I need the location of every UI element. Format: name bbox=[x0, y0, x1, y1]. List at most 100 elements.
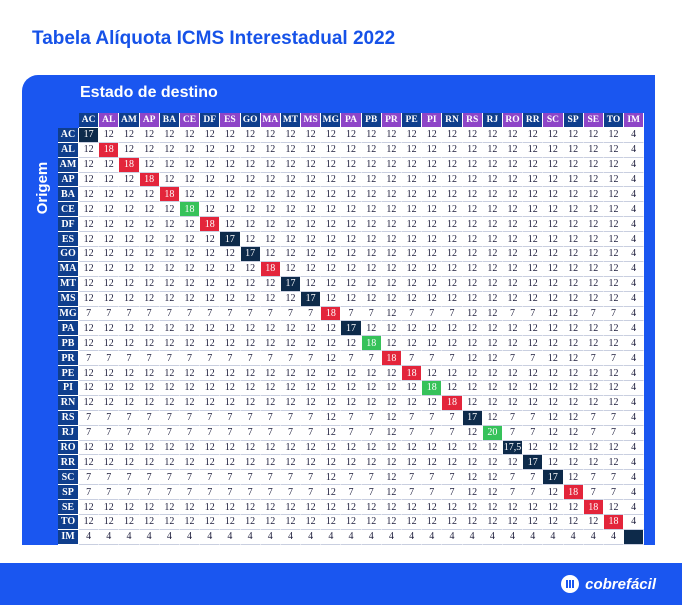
rate-cell: 12 bbox=[482, 187, 503, 203]
rate-cell: 12 bbox=[179, 232, 201, 248]
rate-cell: 12 bbox=[240, 232, 261, 248]
rate-cell: 12 bbox=[321, 515, 342, 530]
rate-cell: 12 bbox=[543, 172, 564, 188]
rate-cell: 7 bbox=[442, 485, 463, 501]
rate-cell: 12 bbox=[583, 172, 604, 188]
rate-cell: 12 bbox=[361, 321, 382, 337]
rate-cell: 12 bbox=[79, 455, 100, 471]
rate-cell: 12 bbox=[220, 440, 241, 456]
rate-cell: 12 bbox=[523, 217, 544, 233]
column-header-df: DF bbox=[200, 113, 221, 128]
rate-cell: 12 bbox=[462, 306, 483, 322]
rate-cell: 12 bbox=[119, 202, 140, 218]
rate-cell: 12 bbox=[563, 336, 584, 352]
rate-cell: 12 bbox=[482, 321, 503, 337]
rate-cell: 12 bbox=[603, 261, 625, 277]
row-header-am: AM bbox=[58, 157, 79, 173]
rate-cell: 12 bbox=[523, 291, 544, 307]
rate-cell: 12 bbox=[563, 515, 584, 530]
rate-cell: 12 bbox=[240, 291, 261, 307]
rate-cell: 12 bbox=[159, 336, 180, 352]
rate-cell: 12 bbox=[482, 395, 503, 411]
rate-cell: 12 bbox=[139, 500, 160, 516]
rate-cell: 12 bbox=[200, 440, 221, 456]
rate-cell: 12 bbox=[422, 217, 443, 233]
column-header-pr: PR bbox=[381, 113, 402, 128]
rate-cell: 12 bbox=[301, 395, 322, 411]
rate-cell: 7 bbox=[220, 351, 241, 367]
rate-cell: 12 bbox=[462, 142, 483, 158]
rate-cell: 12 bbox=[99, 366, 120, 382]
rate-cell: 12 bbox=[280, 232, 302, 248]
rate-cell: 12 bbox=[260, 440, 281, 456]
rate-cell: 12 bbox=[159, 232, 180, 248]
rate-cell: 7 bbox=[523, 306, 544, 322]
rate-cell: 12 bbox=[462, 500, 483, 516]
rate-cell: 7 bbox=[583, 425, 604, 441]
rate-cell: 12 bbox=[280, 366, 302, 382]
rate-cell: 12 bbox=[200, 336, 221, 352]
rate-cell: 12 bbox=[523, 321, 544, 337]
rate-cell: 12 bbox=[79, 172, 100, 188]
rate-cell: 12 bbox=[260, 366, 281, 382]
rate-cell: 12 bbox=[543, 142, 564, 158]
rate-cell: 12 bbox=[583, 395, 604, 411]
rate-cell: 12 bbox=[603, 381, 625, 396]
rate-cell: 12 bbox=[280, 381, 302, 396]
rate-cell: 12 bbox=[462, 157, 483, 173]
rate-cell: 7 bbox=[220, 410, 241, 426]
rate-cell: 12 bbox=[119, 321, 140, 337]
rate-cell: 17 bbox=[341, 321, 362, 337]
rate-cell: 12 bbox=[79, 202, 100, 218]
rate-cell: 12 bbox=[179, 381, 201, 396]
rate-cell: 12 bbox=[79, 515, 100, 530]
rate-cell: 7 bbox=[240, 306, 261, 322]
rate-cell: 12 bbox=[159, 261, 180, 277]
rate-cell: 12 bbox=[341, 247, 362, 262]
rate-cell: 12 bbox=[99, 232, 120, 248]
rate-cell: 12 bbox=[321, 261, 342, 277]
rate-cell: 12 bbox=[200, 291, 221, 307]
page-title: Tabela Alíquota ICMS Interestadual 2022 bbox=[32, 28, 396, 49]
rate-cell: 12 bbox=[159, 321, 180, 337]
rate-cell: 12 bbox=[361, 217, 382, 233]
rate-cell: 12 bbox=[341, 440, 362, 456]
rate-cell: 17 bbox=[301, 291, 322, 307]
rate-cell: 12 bbox=[543, 500, 564, 516]
rate-cell: 4 bbox=[624, 291, 645, 307]
rate-cell: 12 bbox=[523, 395, 544, 411]
rate-cell: 4 bbox=[99, 529, 120, 545]
rate-cell: 7 bbox=[119, 485, 140, 501]
rate-cell: 12 bbox=[563, 217, 584, 233]
rate-cell: 12 bbox=[361, 515, 382, 530]
rate-cell: 12 bbox=[139, 247, 160, 262]
rate-cell: 12 bbox=[402, 142, 423, 158]
column-header-al: AL bbox=[99, 113, 120, 128]
rate-cell: 12 bbox=[200, 187, 221, 203]
rate-cell: 12 bbox=[442, 336, 463, 352]
rate-cell: 12 bbox=[583, 232, 604, 248]
rate-cell: 12 bbox=[462, 276, 483, 292]
rate-cell: 7 bbox=[422, 470, 443, 486]
rate-cell: 7 bbox=[280, 425, 302, 441]
rate-cell: 12 bbox=[341, 395, 362, 411]
column-header-mt: MT bbox=[280, 113, 302, 128]
rate-cell: 12 bbox=[220, 187, 241, 203]
rate-cell: 12 bbox=[422, 515, 443, 530]
rate-cell: 12 bbox=[523, 247, 544, 262]
rate-cell: 12 bbox=[200, 455, 221, 471]
rate-cell: 12 bbox=[260, 515, 281, 530]
rate-cell: 12 bbox=[402, 157, 423, 173]
rate-cell: 12 bbox=[583, 187, 604, 203]
rate-cell: 7 bbox=[301, 425, 322, 441]
rate-cell: 12 bbox=[301, 187, 322, 203]
rate-cell: 12 bbox=[543, 187, 564, 203]
rate-cell: 12 bbox=[280, 455, 302, 471]
rate-cell: 12 bbox=[462, 515, 483, 530]
rate-cell: 7 bbox=[159, 470, 180, 486]
rate-cell: 12 bbox=[179, 366, 201, 382]
rate-cell: 12 bbox=[159, 381, 180, 396]
rate-cell: 12 bbox=[482, 157, 503, 173]
rate-cell: 12 bbox=[139, 232, 160, 248]
rate-cell: 12 bbox=[119, 291, 140, 307]
